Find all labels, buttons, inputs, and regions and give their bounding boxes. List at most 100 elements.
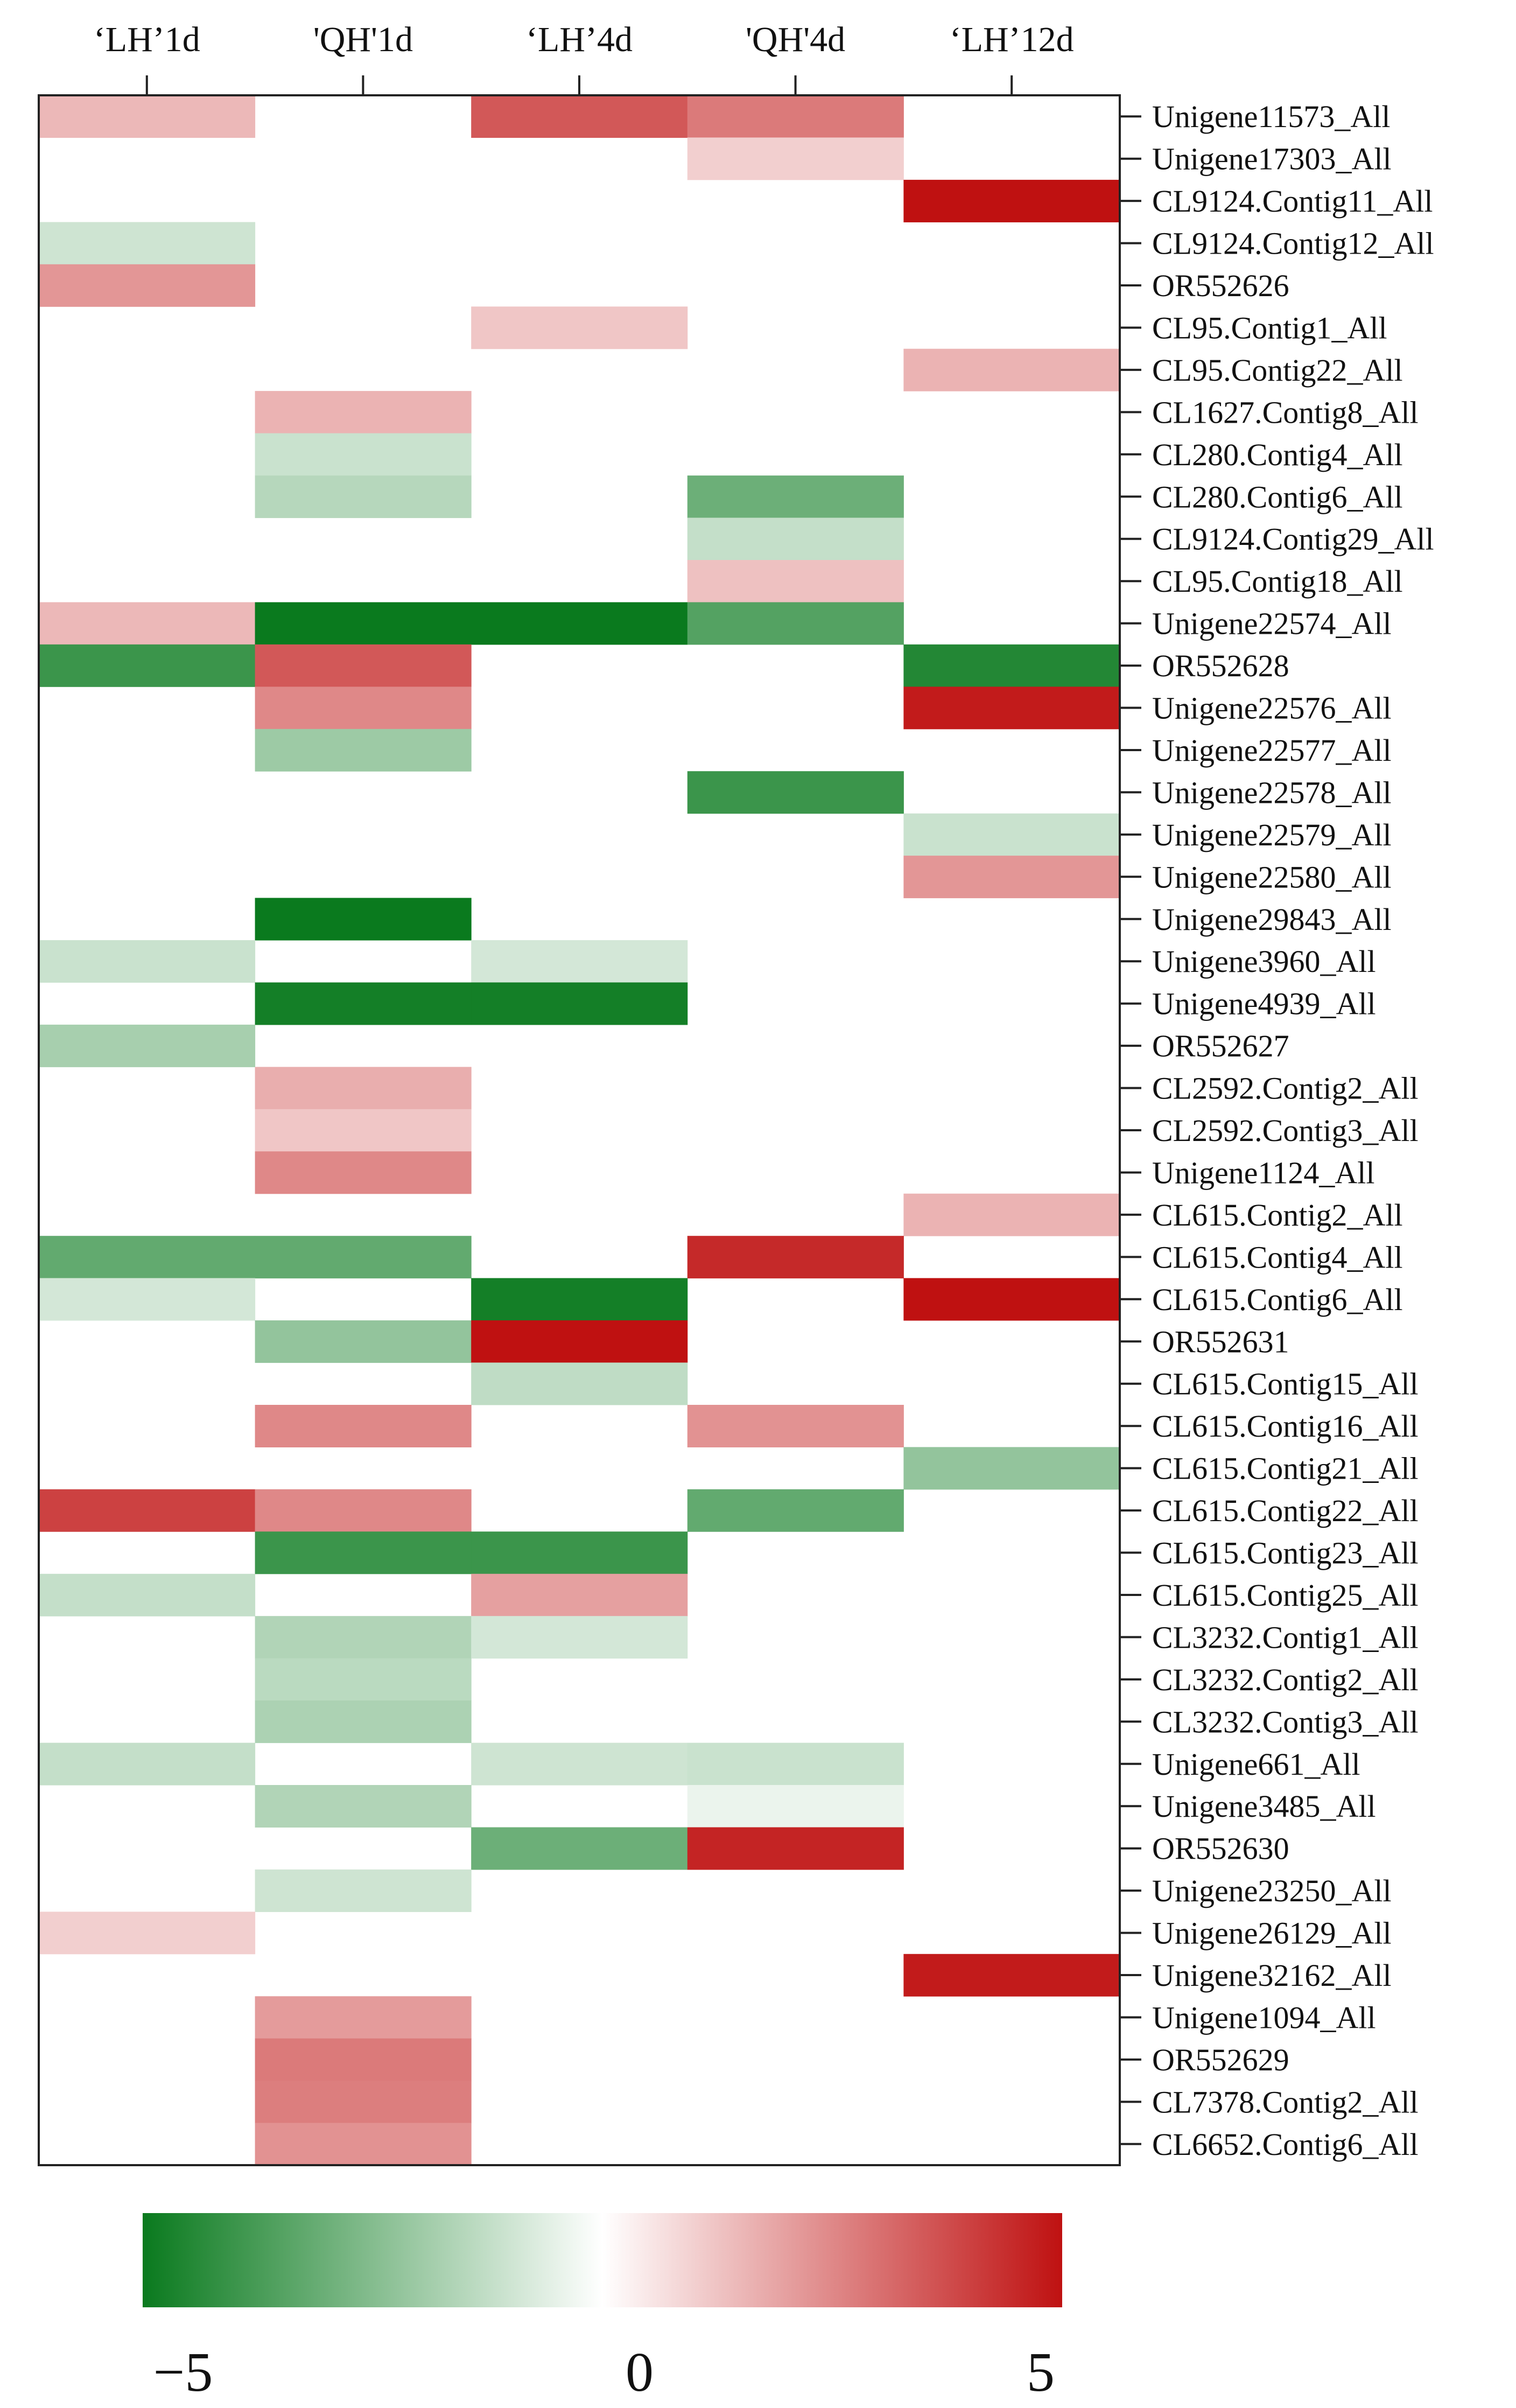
row-label: OR552628	[1152, 648, 1289, 683]
heatmap-cell	[471, 1362, 688, 1405]
row-label: Unigene3960_All	[1152, 944, 1376, 979]
colorbar-tick-label: 5	[1027, 2341, 1055, 2403]
row-label: CL615.Contig2_All	[1152, 1198, 1403, 1233]
row-label: OR552629	[1152, 2042, 1289, 2077]
heatmap-cell	[255, 1151, 472, 1194]
row-label: Unigene17303_All	[1152, 142, 1392, 177]
heatmap-cell	[687, 1827, 904, 1870]
heatmap-cell	[255, 982, 472, 1025]
row-label: OR552627	[1152, 1028, 1289, 1063]
heatmap-cell	[687, 1489, 904, 1532]
colorbar-tick-label: 0	[626, 2341, 654, 2403]
heatmap-cell	[687, 475, 904, 519]
row-label: CL1627.Contig8_All	[1152, 395, 1419, 430]
heatmap-cell	[471, 982, 688, 1025]
column-label: ‘LH’4d	[526, 20, 633, 59]
column-label: 'QH'4d	[746, 20, 845, 59]
row-label: CL615.Contig4_All	[1152, 1240, 1403, 1275]
heatmap-cell	[255, 1109, 472, 1152]
heatmap-cell	[39, 1024, 256, 1067]
heatmap-cell	[471, 1742, 688, 1786]
row-label: Unigene22577_All	[1152, 733, 1392, 768]
heatmap-cell	[903, 1193, 1120, 1236]
row-label: CL3232.Contig1_All	[1152, 1620, 1419, 1655]
heatmap-cell	[687, 602, 904, 645]
row-label: OR552626	[1152, 268, 1289, 303]
heatmap-cell	[255, 433, 472, 476]
heatmap-cell	[255, 1785, 472, 1828]
heatmap-cell	[471, 1616, 688, 1659]
heatmap-cell	[903, 687, 1120, 730]
heatmap-cell	[255, 644, 472, 687]
row-label: OR552630	[1152, 1831, 1289, 1866]
heatmap-cell	[471, 95, 688, 138]
row-label: Unigene26129_All	[1152, 1916, 1392, 1951]
row-label: CL2592.Contig3_All	[1152, 1113, 1419, 1148]
heatmap-cell	[39, 602, 256, 645]
heatmap-cell	[471, 602, 688, 645]
colorbar: −5 0 5	[143, 2213, 1062, 2403]
heatmap-cell	[255, 1320, 472, 1363]
heatmap-cell	[255, 687, 472, 730]
heatmap-cell	[471, 1827, 688, 1870]
row-labels: Unigene11573_All Unigene17303_All CL9124.C…	[1120, 99, 1434, 2162]
heatmap-cell	[903, 1954, 1120, 1997]
heatmap-cell	[255, 2081, 472, 2124]
heatmap-cell	[255, 475, 472, 519]
row-label: OR552631	[1152, 1324, 1289, 1359]
heatmap-cell	[687, 517, 904, 561]
row-label: Unigene22580_All	[1152, 859, 1392, 894]
heatmap-cell	[255, 1489, 472, 1532]
heatmap-cell	[255, 1869, 472, 1912]
row-label: CL615.Contig23_All	[1152, 1536, 1419, 1571]
row-label: Unigene661_All	[1152, 1747, 1360, 1782]
row-label: CL6652.Contig6_All	[1152, 2127, 1419, 2162]
row-label: Unigene22574_All	[1152, 606, 1392, 641]
row-label: Unigene11573_All	[1152, 99, 1390, 134]
heatmap-cell	[255, 898, 472, 941]
column-labels: ‘LH’1d 'QH'1d ‘LH’4d 'QH'4d ‘LH’12d	[94, 20, 1074, 95]
row-label: CL615.Contig6_All	[1152, 1282, 1403, 1317]
row-label: CL9124.Contig29_All	[1152, 522, 1434, 557]
heatmap-cell	[39, 1489, 256, 1532]
heatmap-cell	[687, 137, 904, 180]
heatmap-cell	[39, 222, 256, 265]
heatmap-cell	[471, 1573, 688, 1616]
heatmap-cell	[255, 1405, 472, 1447]
heatmap-cell	[687, 1405, 904, 1447]
row-label: Unigene22578_All	[1152, 775, 1392, 810]
row-label: Unigene1124_All	[1152, 1156, 1374, 1191]
heatmap-cell	[255, 1067, 472, 1110]
heatmap-cell	[255, 1658, 472, 1701]
row-label: CL615.Contig25_All	[1152, 1578, 1419, 1613]
heatmap-cell	[255, 391, 472, 434]
heatmap-cell	[687, 95, 904, 138]
heatmap-cell	[255, 1531, 472, 1574]
row-label: CL280.Contig6_All	[1152, 479, 1403, 514]
row-label: Unigene22579_All	[1152, 817, 1392, 852]
heatmap-cell	[255, 1616, 472, 1659]
heatmap-cell	[255, 602, 472, 645]
heatmap-cell	[39, 940, 256, 983]
heatmap-cell	[471, 1531, 688, 1574]
heatmap-cell	[687, 1785, 904, 1828]
heatmap-cell	[255, 1996, 472, 2039]
heatmap-cell	[255, 1236, 472, 1279]
colorbar-tick-label: −5	[153, 2341, 213, 2403]
row-label: CL3232.Contig2_All	[1152, 1662, 1419, 1697]
heatmap-cell	[255, 1700, 472, 1744]
heatmap-cell	[687, 1236, 904, 1279]
column-label: 'QH'1d	[313, 20, 413, 59]
heatmap-cell	[687, 1742, 904, 1786]
heatmap-cell	[39, 264, 256, 307]
row-label: Unigene4939_All	[1152, 986, 1376, 1021]
heatmap-cell	[255, 729, 472, 772]
row-label: Unigene22576_All	[1152, 691, 1392, 726]
row-label: CL95.Contig1_All	[1152, 311, 1387, 346]
heatmap-cell	[39, 644, 256, 687]
heatmap-cell	[39, 1573, 256, 1616]
heatmap-cell	[255, 2123, 472, 2166]
heatmap-cell	[903, 856, 1120, 899]
row-label: CL615.Contig16_All	[1152, 1409, 1419, 1444]
